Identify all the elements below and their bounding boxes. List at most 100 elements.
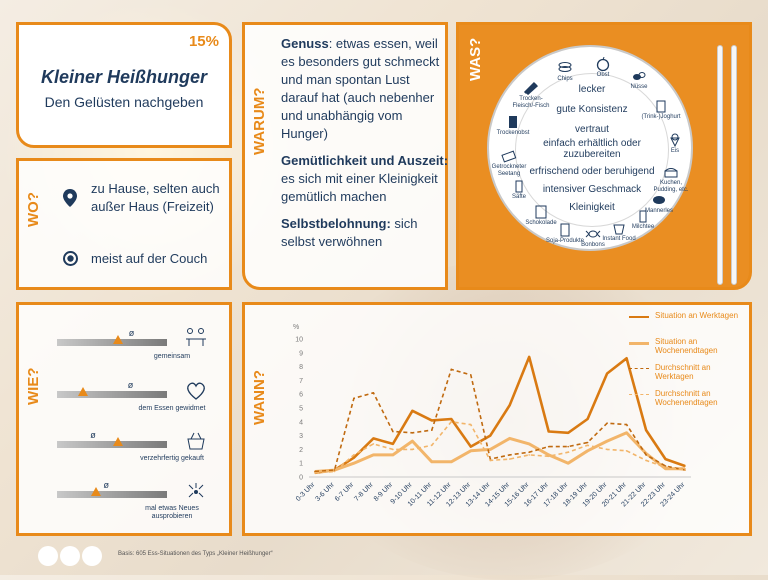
sparkle-new-icon	[188, 483, 204, 498]
series-3-point-12	[547, 445, 550, 448]
series-4-point-4	[392, 448, 394, 451]
wie-slider-1	[57, 339, 167, 346]
series-4-point-5	[411, 448, 414, 451]
warum-panel: WARUM? Genuss: etwas essen, weil es beso…	[242, 22, 448, 290]
plate-center: lecker gute Konsistenz vertraut einfach …	[515, 73, 669, 227]
series-4-point-7	[450, 421, 453, 423]
series-line-3	[314, 368, 686, 473]
food-soja: Soja-Produkte	[543, 223, 587, 245]
series-1-point-3	[372, 437, 375, 440]
wie-average-2: ø	[127, 380, 134, 390]
plate-item-3: vertraut	[575, 124, 609, 135]
series-1-point-10	[508, 404, 511, 407]
series-4-point-15	[606, 448, 608, 451]
series-4-point-16	[625, 449, 628, 452]
food-bonbons: Bonbons	[571, 227, 615, 249]
wie-slider-3	[57, 441, 167, 448]
series-4-point-0	[314, 472, 316, 474]
series-2-point-9	[489, 448, 492, 451]
soy-icon	[560, 223, 570, 237]
wo-label: WO?	[25, 192, 42, 227]
legend-item-3: Durchschnitt an Werktagen	[629, 363, 749, 389]
wie-slider-2	[57, 391, 167, 398]
plate: lecker gute Konsistenz vertraut einfach …	[487, 45, 693, 251]
y-axis-label: %	[293, 324, 299, 331]
warum-item-1: Genuss: etwas essen, weil es besonders g…	[281, 36, 440, 141]
wo-panel: WO? zu Hause, selten auch außer Haus (Fr…	[16, 158, 232, 290]
x-tick-label-1: 3-6 Uhr	[314, 481, 336, 503]
series-4-point-13	[567, 451, 569, 453]
radio-target-icon	[63, 251, 78, 266]
food-kuchen: Kuchen, Pudding, etc.	[649, 165, 693, 194]
y-tick-label-9: 9	[299, 350, 303, 357]
chopstick-1	[717, 45, 723, 285]
series-3-point-2	[353, 397, 355, 400]
legend-label-4: Durchschnitt an Wochenendtagen	[655, 389, 718, 407]
series-1-point-9	[489, 434, 492, 437]
series-2-point-18	[664, 467, 667, 470]
wie-average-4: ø	[103, 480, 110, 490]
y-tick-label-5: 5	[299, 406, 303, 413]
y-tick-label-3: 3	[299, 433, 303, 440]
series-3-point-7	[450, 368, 453, 371]
x-tick-label-0: 0-3 Uhr	[295, 481, 317, 503]
chart-legend: Situation an Werktagen Situation an Woche…	[629, 311, 749, 415]
series-2-point-5	[411, 440, 414, 442]
series-4-point-9	[489, 459, 492, 462]
series-3-point-3	[372, 392, 375, 394]
food-chips: Chips	[543, 61, 587, 83]
series-2-point-19	[684, 467, 686, 470]
series-2-point-3	[372, 454, 375, 456]
series-1-point-13	[567, 432, 569, 434]
wie-marker-4	[90, 487, 101, 496]
series-1-point-7	[450, 418, 453, 420]
series-2-point-4	[392, 454, 394, 456]
warum-text: Genuss: etwas essen, weil es besonders g…	[281, 35, 449, 260]
series-2-point-7	[450, 461, 453, 463]
y-tick-label-4: 4	[299, 419, 303, 426]
series-3-point-1	[333, 469, 336, 471]
logo-circle-2	[60, 546, 80, 566]
y-tick-label-0: 0	[299, 475, 303, 482]
plate-item-2: gute Konsistenz	[556, 104, 628, 115]
legend-item-4: Durchschnitt an Wochenendtagen	[629, 389, 749, 415]
wo-row-2: meist auf der Couch	[91, 251, 208, 266]
wie-panel: WIE? ø gemeinsam ø dem Essen gewidmet ø verze…	[16, 302, 232, 536]
wie-label-4: mal etwas Neues ausprobieren	[145, 505, 199, 520]
series-3-point-16	[625, 423, 628, 426]
chopstick-2	[731, 45, 737, 285]
food-schokolade: Schokolade	[519, 205, 563, 227]
plate-item-6: intensiver Geschmack	[542, 184, 642, 195]
food-milchtee: Milchtee	[621, 209, 665, 231]
warum-item-2: Gemütlichkeit und Auszeit: es sich mit e…	[281, 153, 449, 204]
series-2-point-13	[567, 462, 569, 464]
series-line-4	[314, 421, 686, 474]
series-2-point-2	[353, 462, 355, 464]
wie-label: WIE?	[25, 367, 42, 406]
y-tick-label-10: 10	[295, 337, 303, 344]
warum-label: WARUM?	[251, 87, 268, 156]
candy-icon	[585, 230, 601, 238]
people-table-icon	[186, 328, 206, 346]
food-nuesse: Nüsse	[617, 69, 661, 91]
series-3-point-0	[314, 470, 316, 473]
legend-label-1: Situation an Werktagen	[655, 311, 739, 320]
wie-label-3: verzehrfertig gekauft	[140, 455, 204, 462]
legend-label-2: Situation an Wochenendtagen	[655, 337, 718, 355]
series-3-point-11	[528, 451, 531, 453]
x-tick-label-2: 6-7 Uhr	[334, 481, 356, 503]
series-3-point-18	[664, 465, 667, 467]
logo-circle-3	[82, 546, 102, 566]
food-trockenobst: Trockenobst	[491, 115, 535, 137]
series-1-point-17	[645, 429, 647, 431]
series-1-point-8	[469, 445, 472, 448]
series-2-point-16	[625, 432, 628, 434]
page-subtitle: Den Gelüsten nachgeben	[44, 94, 204, 110]
series-3-point-6	[431, 429, 433, 431]
series-1-point-6	[431, 419, 433, 422]
series-1-point-4	[392, 443, 394, 445]
series-1-point-11	[528, 356, 531, 358]
location-pin-icon	[63, 189, 77, 207]
legend-swatch-2	[629, 342, 649, 345]
